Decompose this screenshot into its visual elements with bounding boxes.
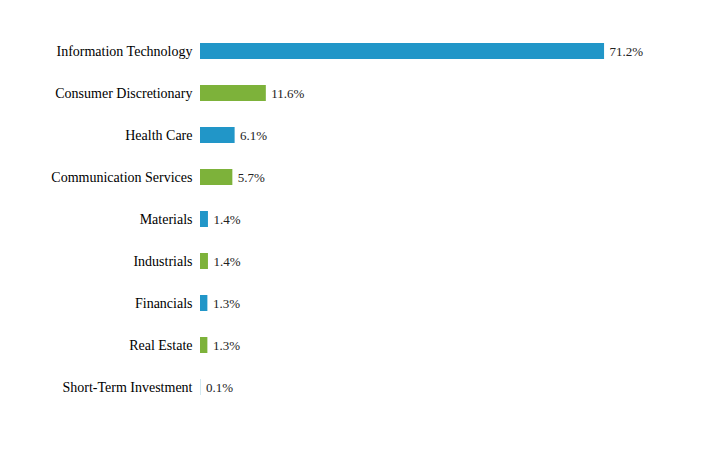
svg-text:5.7%: 5.7% xyxy=(238,170,265,185)
svg-text:0.1%: 0.1% xyxy=(206,380,233,395)
svg-text:Consumer Discretionary: Consumer Discretionary xyxy=(55,86,192,101)
svg-text:Short-Term Investment: Short-Term Investment xyxy=(62,380,192,395)
svg-text:Information Technology: Information Technology xyxy=(56,44,192,59)
svg-text:71.2%: 71.2% xyxy=(610,44,644,59)
svg-text:Real Estate: Real Estate xyxy=(129,338,192,353)
svg-text:1.4%: 1.4% xyxy=(213,254,240,269)
svg-text:1.3%: 1.3% xyxy=(213,338,240,353)
svg-text:6.1%: 6.1% xyxy=(240,128,267,143)
svg-text:Financials: Financials xyxy=(135,296,193,311)
svg-text:Industrials: Industrials xyxy=(133,254,192,269)
svg-text:Materials: Materials xyxy=(140,212,193,227)
svg-text:Health Care: Health Care xyxy=(125,128,192,143)
svg-text:11.6%: 11.6% xyxy=(271,86,304,101)
svg-text:1.3%: 1.3% xyxy=(213,296,240,311)
svg-text:Communication Services: Communication Services xyxy=(51,170,192,185)
svg-text:1.4%: 1.4% xyxy=(213,212,240,227)
